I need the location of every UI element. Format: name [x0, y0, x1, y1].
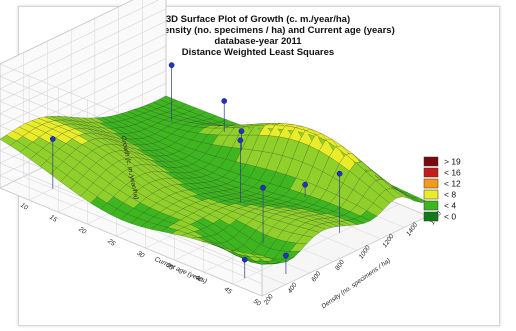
y-tick-label: 40 — [194, 274, 204, 284]
legend-label: < 0 — [444, 212, 456, 222]
data-point — [283, 252, 289, 259]
y-tick-label: 25 — [106, 237, 117, 248]
legend-swatch — [423, 211, 439, 222]
legend-label: < 12 — [444, 179, 461, 189]
x-axis-label: Density (no. specimens / ha) — [320, 257, 391, 310]
chart-title: 3D Surface Plot of Growth (c. m./year/ha… — [121, 14, 394, 58]
legend-label: > 19 — [444, 157, 461, 167]
title-line-2: against Density (no. specimens / ha) and… — [121, 25, 394, 36]
y-tick-label: 15 — [48, 214, 58, 224]
y-tick-label: 30 — [135, 250, 145, 260]
data-point — [238, 128, 245, 134]
legend-swatch — [423, 167, 439, 178]
legend-swatch — [423, 200, 439, 211]
legend-label: < 4 — [444, 201, 456, 211]
legend-swatch — [423, 156, 439, 167]
y-tick-label: 50 — [252, 298, 262, 308]
legend: > 19< 16< 12< 8< 4< 0 — [423, 156, 461, 222]
surface-mesh — [0, 95, 429, 265]
title-line-4: Distance Weighted Least Squares — [182, 47, 334, 58]
data-point — [168, 62, 175, 68]
y-tick-label: 10 — [19, 202, 29, 212]
data-point — [237, 137, 244, 144]
legend-label: < 8 — [444, 190, 456, 200]
y-tick-label: 45 — [223, 286, 233, 296]
legend-swatch — [423, 178, 439, 189]
data-points — [49, 62, 343, 279]
title-line-1: 3D Surface Plot of Growth (c. m./year/ha… — [166, 14, 350, 25]
data-point — [336, 170, 343, 177]
data-point — [241, 256, 248, 263]
legend-label: < 16 — [444, 168, 461, 178]
y-tick-label: 35 — [165, 262, 175, 272]
legend-swatch — [423, 189, 439, 200]
data-point — [221, 98, 228, 104]
data-point — [260, 184, 266, 191]
title-line-3: database-year 2011 — [214, 36, 302, 47]
data-point — [49, 136, 56, 142]
data-point — [302, 181, 308, 188]
y-tick-label: 20 — [76, 225, 87, 236]
